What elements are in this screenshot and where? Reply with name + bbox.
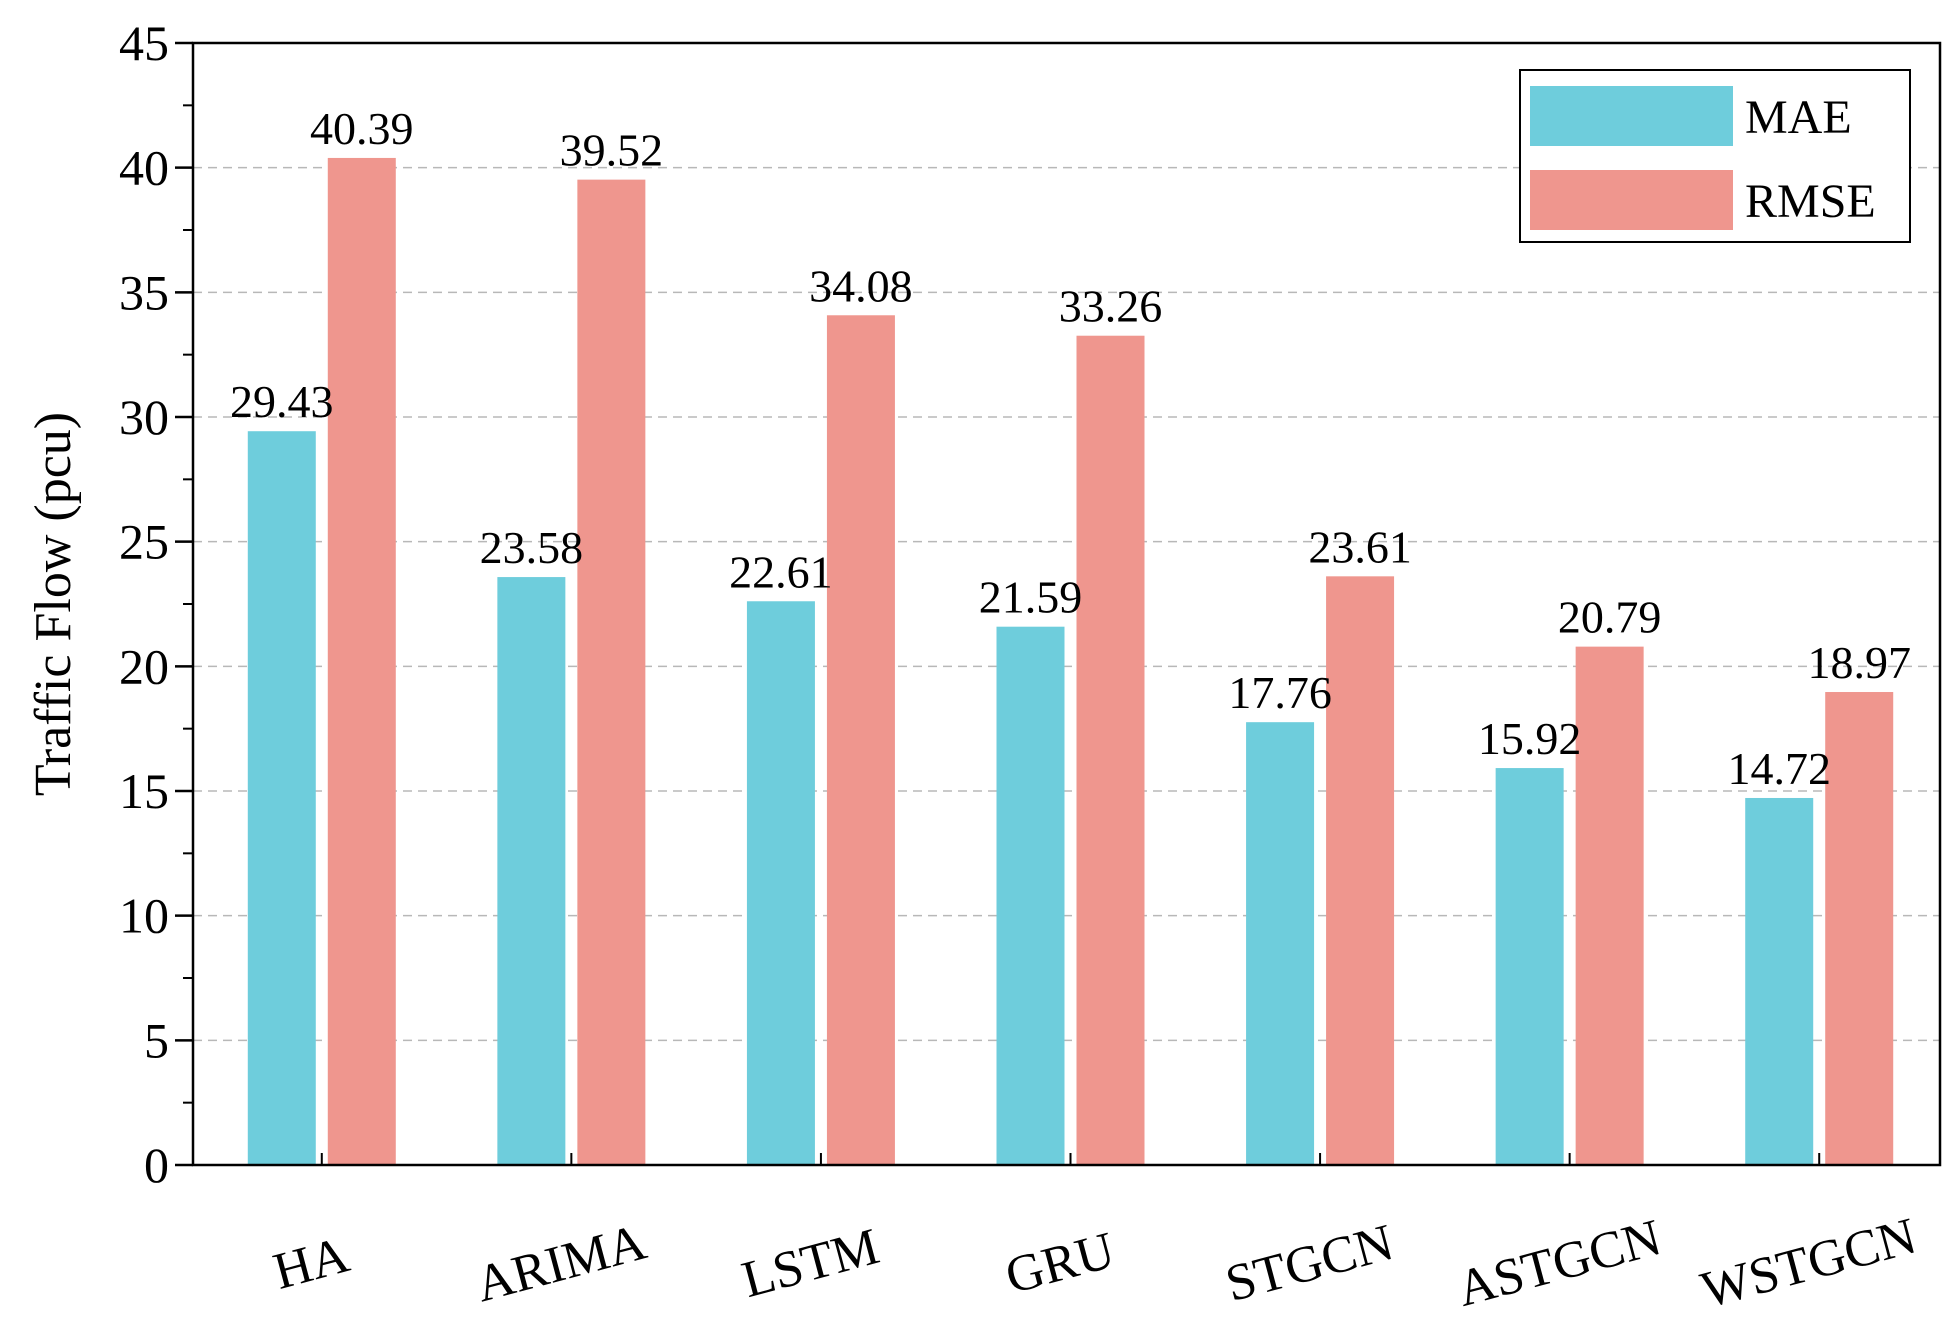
- x-tick-label: ARIMA: [470, 1213, 653, 1313]
- data-label-mae: 21.59: [979, 572, 1083, 623]
- x-tick-label: GRU: [1000, 1222, 1121, 1305]
- y-tick-label: 25: [119, 514, 169, 570]
- x-tick-label: WSTGCN: [1695, 1208, 1922, 1320]
- y-tick-label: 45: [119, 15, 169, 71]
- data-label-mae: 23.58: [480, 522, 584, 573]
- y-axis-ticks: 0 5 10 15 20 25 30 35 40 45: [119, 15, 1821, 1193]
- bar-mae: [746, 601, 815, 1165]
- bar-rmse: [1825, 692, 1894, 1165]
- data-label-rmse: 40.39: [310, 103, 414, 154]
- legend-label-rmse: RMSE: [1745, 175, 1876, 228]
- x-tick-label: LSTM: [736, 1218, 885, 1309]
- y-tick-label: 30: [119, 389, 169, 445]
- bar-rmse: [327, 157, 396, 1165]
- bar-rmse: [1575, 646, 1644, 1165]
- bar-mae: [1246, 722, 1315, 1165]
- bar-mae: [1495, 768, 1564, 1165]
- data-label-mae: 29.43: [230, 376, 334, 427]
- legend: MAE RMSE: [1519, 69, 1911, 243]
- y-tick-label: 40: [119, 140, 169, 196]
- y-tick-label: 15: [119, 763, 169, 819]
- x-tick-label: HA: [268, 1226, 356, 1301]
- legend-swatch-rmse: [1530, 170, 1733, 230]
- data-label-rmse: 20.79: [1558, 592, 1662, 643]
- bar-mae: [497, 577, 566, 1165]
- y-tick-label: 20: [119, 638, 169, 694]
- data-label-mae: 15.92: [1478, 713, 1582, 764]
- bars: [247, 157, 1894, 1166]
- bar-mae: [996, 626, 1065, 1165]
- x-axis-labels: HA ARIMA LSTM GRU STGCN ASTGCN WSTGCN: [268, 1208, 1922, 1320]
- y-tick-label: 0: [144, 1137, 169, 1193]
- bar-mae: [247, 431, 316, 1165]
- bar-mae: [1745, 797, 1814, 1165]
- data-labels: 29.43 40.39 23.58 39.52 22.61 34.08 21.59 33.26…: [230, 103, 1911, 794]
- data-label-rmse: 34.08: [809, 260, 913, 311]
- legend-label-mae: MAE: [1745, 91, 1852, 144]
- bar-rmse: [1076, 335, 1145, 1165]
- bar-rmse: [1326, 576, 1395, 1165]
- data-label-mae: 14.72: [1727, 743, 1831, 794]
- data-label-rmse: 39.52: [560, 125, 664, 176]
- y-tick-label: 5: [144, 1012, 169, 1068]
- data-label-rmse: 23.61: [1308, 521, 1412, 572]
- data-label-rmse: 18.97: [1807, 637, 1911, 688]
- x-tick-label: ASTGCN: [1451, 1209, 1667, 1318]
- grid-lines: [193, 166, 1940, 1042]
- y-tick-label: 10: [119, 888, 169, 944]
- x-tick-label: STGCN: [1220, 1214, 1399, 1313]
- y-tick-label: 35: [119, 264, 169, 320]
- bar-rmse: [577, 179, 646, 1166]
- y-axis-label: Traffic Flow (pcu): [25, 412, 82, 796]
- legend-swatch-mae: [1530, 86, 1733, 146]
- bar-rmse: [826, 315, 895, 1166]
- data-label-mae: 22.61: [729, 546, 833, 597]
- data-label-mae: 17.76: [1228, 667, 1332, 718]
- data-label-rmse: 33.26: [1059, 281, 1163, 332]
